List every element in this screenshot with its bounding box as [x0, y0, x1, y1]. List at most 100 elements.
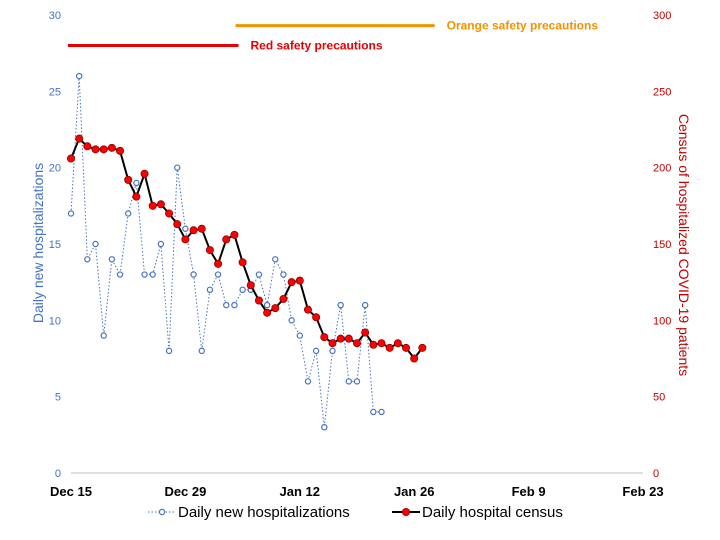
hospital-census-point	[156, 200, 165, 209]
hospital-census-point	[352, 339, 361, 348]
new-hospitalizations-point	[67, 210, 75, 217]
new-hospitalizations-point	[361, 301, 369, 309]
hospital-census-point	[320, 333, 329, 342]
hospital-census-point	[222, 235, 231, 244]
new-hospitalizations-point	[312, 347, 320, 355]
new-hospitalizations-point	[124, 210, 132, 217]
new-hospitalizations-point	[263, 301, 271, 309]
hospital-census-point	[410, 354, 419, 363]
new-hospitalizations-point	[337, 301, 344, 309]
x-tick-label: Jan 26	[394, 484, 434, 499]
new-hospitalizations-point	[223, 301, 230, 309]
hospital-census-point	[263, 308, 272, 317]
legend-item-hospital-census: Daily hospital census	[392, 504, 563, 521]
y-tick-label-right: 250	[653, 86, 671, 98]
hospital-census-point	[140, 169, 149, 178]
x-tick-label: Dec 15	[50, 484, 92, 499]
hospital-census-point	[148, 201, 157, 210]
new-hospitalizations-point	[149, 271, 156, 278]
hospital-census-point	[116, 146, 125, 155]
x-tick-label: Jan 12	[280, 484, 320, 499]
hospital-census-point	[214, 259, 223, 268]
new-hospitalizations-point	[280, 271, 287, 278]
hospital-census-point	[132, 192, 141, 201]
hospital-census-point	[83, 142, 92, 151]
hospital-census-point	[344, 334, 353, 343]
new-hospitalizations-point	[108, 256, 116, 263]
series-daily-hospital-census	[67, 134, 427, 363]
y-tick-label-right: 300	[653, 10, 671, 22]
hospital-census-point	[312, 313, 321, 322]
hospital-census-point	[271, 304, 280, 313]
new-hospitalizations-point	[272, 256, 279, 263]
hospital-census-point	[67, 154, 76, 163]
legend: Daily new hospitalizations Daily hospita…	[148, 504, 563, 521]
hospital-census-point	[91, 145, 100, 154]
y-tick-label-right: 150	[653, 239, 671, 251]
series-daily-new-hospitalizations	[67, 72, 385, 431]
orange-precautions-label: Orange safety precautions	[447, 19, 599, 33]
new-hospitalizations-point	[239, 286, 246, 293]
y-tick-label-left: 30	[49, 10, 61, 22]
new-hospitalizations-point	[255, 271, 263, 278]
hospital-census-point	[107, 143, 116, 152]
new-hospitalizations-point	[133, 179, 140, 187]
hospital-census-point	[369, 340, 378, 349]
y-tick-label-right: 50	[653, 392, 665, 404]
hospital-census-point	[418, 343, 427, 352]
hospital-census-point	[124, 175, 133, 184]
new-hospitalizations-point	[296, 332, 303, 339]
new-hospitalizations-point	[174, 164, 181, 171]
y-tick-label-right: 100	[653, 315, 671, 327]
hospital-census-point	[385, 343, 394, 352]
y-tick-label-right: 0	[653, 468, 659, 480]
x-tick-label: Feb 9	[512, 484, 546, 499]
y-axis-title-left: Daily new hospitalizations	[30, 163, 46, 323]
new-hospitalizations-point	[329, 347, 336, 355]
hospital-census-point	[254, 296, 263, 305]
new-hospitalizations-point	[100, 332, 107, 339]
hospital-census-point	[361, 328, 370, 337]
y-tick-label-left: 25	[49, 86, 61, 98]
hospital-census-point	[279, 294, 288, 303]
new-hospitalizations-point	[92, 240, 99, 248]
new-hospitalizations-point	[84, 256, 91, 263]
hospital-census-point	[303, 305, 312, 314]
legend-item-new-hospitalizations: Daily new hospitalizations	[148, 504, 350, 521]
y-tick-label-left: 20	[49, 163, 61, 175]
red-precautions-label: Red safety precautions	[251, 39, 383, 53]
legend-marker-new-hospitalizations	[158, 508, 166, 516]
y-tick-label-right: 200	[653, 163, 671, 175]
new-hospitalizations-point	[165, 347, 173, 355]
new-hospitalizations-point	[75, 72, 83, 80]
y-tick-label-left: 15	[49, 239, 61, 251]
hospital-census-point	[287, 278, 296, 287]
hospital-census-point	[205, 246, 214, 255]
hospital-census-point	[246, 281, 255, 290]
hospital-census-point	[181, 235, 190, 244]
legend-label-new-hospitalizations: Daily new hospitalizations	[178, 504, 350, 521]
annotations: Red safety precautions Orange safety prec…	[68, 19, 598, 53]
new-hospitalizations-point	[157, 240, 165, 248]
hospital-census-point	[328, 339, 337, 348]
new-hospitalizations-point	[345, 378, 353, 385]
hospital-census-point	[75, 134, 84, 143]
new-hospitalizations-point	[353, 378, 361, 385]
legend-marker-hospital-census	[401, 507, 410, 516]
x-tick-label: Dec 29	[164, 484, 206, 499]
y-tick-label-left: 5	[55, 392, 61, 404]
hospital-census-point	[189, 226, 198, 235]
hospital-census-point	[336, 334, 345, 343]
new-hospitalizations-point	[378, 408, 385, 416]
new-hospitalizations-point	[141, 271, 148, 278]
new-hospitalizations-point	[206, 286, 214, 293]
hospital-census-point	[165, 209, 174, 218]
new-hospitalizations-point	[214, 271, 222, 278]
hospital-census-point	[393, 339, 402, 348]
y-axis-title-right: Census of hospitalized COVID-19 patients	[676, 114, 692, 376]
new-hospitalizations-point	[198, 347, 205, 355]
new-hospitalizations-point	[304, 378, 312, 385]
new-hospitalizations-point	[321, 424, 328, 431]
hospital-census-point	[295, 276, 304, 285]
